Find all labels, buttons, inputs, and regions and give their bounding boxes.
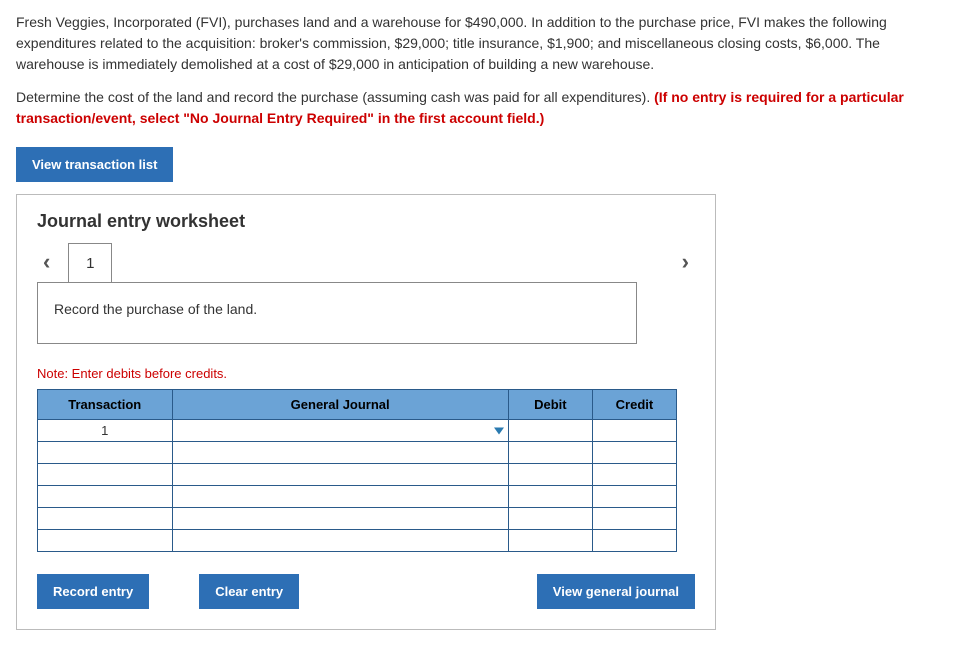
col-header-general-journal: General Journal	[172, 390, 508, 420]
problem-text: Fresh Veggies, Incorporated (FVI), purch…	[16, 12, 950, 129]
cell-transaction[interactable]	[38, 464, 173, 486]
cell-credit[interactable]	[592, 442, 676, 464]
cell-debit[interactable]	[508, 420, 592, 442]
cell-credit[interactable]	[592, 420, 676, 442]
cell-credit[interactable]	[592, 486, 676, 508]
cell-credit[interactable]	[592, 464, 676, 486]
cell-transaction[interactable]	[38, 530, 173, 552]
col-header-debit: Debit	[508, 390, 592, 420]
worksheet-nav: ‹ 1 ›	[37, 242, 695, 282]
cell-debit[interactable]	[508, 464, 592, 486]
clear-entry-button[interactable]: Clear entry	[199, 574, 299, 609]
cell-general-journal[interactable]	[172, 530, 508, 552]
table-row: 1	[38, 420, 677, 442]
table-row	[38, 508, 677, 530]
view-transaction-list-button[interactable]: View transaction list	[16, 147, 173, 182]
problem-paragraph-2: Determine the cost of the land and recor…	[16, 87, 950, 129]
cell-general-journal[interactable]	[172, 442, 508, 464]
worksheet-title: Journal entry worksheet	[37, 211, 695, 232]
cell-general-journal[interactable]	[172, 464, 508, 486]
next-chevron-icon[interactable]: ›	[676, 249, 695, 275]
cell-debit[interactable]	[508, 508, 592, 530]
tab-1[interactable]: 1	[68, 243, 112, 283]
instruction-text: Record the purchase of the land.	[54, 301, 257, 317]
table-row	[38, 530, 677, 552]
table-row	[38, 464, 677, 486]
cell-debit[interactable]	[508, 442, 592, 464]
view-general-journal-button[interactable]: View general journal	[537, 574, 695, 609]
table-row	[38, 442, 677, 464]
prev-chevron-icon[interactable]: ‹	[37, 249, 56, 275]
cell-transaction[interactable]	[38, 442, 173, 464]
cell-general-journal[interactable]	[172, 486, 508, 508]
cell-debit[interactable]	[508, 530, 592, 552]
journal-entry-table: Transaction General Journal Debit Credit…	[37, 389, 677, 552]
col-header-transaction: Transaction	[38, 390, 173, 420]
dropdown-icon[interactable]	[494, 427, 504, 434]
journal-entry-tbody: 1	[38, 420, 677, 552]
record-entry-button[interactable]: Record entry	[37, 574, 149, 609]
journal-worksheet: Journal entry worksheet ‹ 1 › Record the…	[16, 194, 716, 630]
note-text: Note: Enter debits before credits.	[37, 366, 695, 381]
problem-paragraph-1: Fresh Veggies, Incorporated (FVI), purch…	[16, 12, 950, 75]
cell-transaction[interactable]	[38, 486, 173, 508]
cell-debit[interactable]	[508, 486, 592, 508]
cell-general-journal[interactable]	[172, 508, 508, 530]
cell-general-journal[interactable]	[172, 420, 508, 442]
cell-credit[interactable]	[592, 508, 676, 530]
cell-transaction[interactable]: 1	[38, 420, 173, 442]
col-header-credit: Credit	[592, 390, 676, 420]
worksheet-button-row: Record entry Clear entry View general jo…	[37, 574, 695, 609]
cell-credit[interactable]	[592, 530, 676, 552]
table-row	[38, 486, 677, 508]
problem-prompt-plain: Determine the cost of the land and recor…	[16, 89, 654, 105]
cell-transaction[interactable]	[38, 508, 173, 530]
instruction-box: Record the purchase of the land.	[37, 282, 637, 344]
